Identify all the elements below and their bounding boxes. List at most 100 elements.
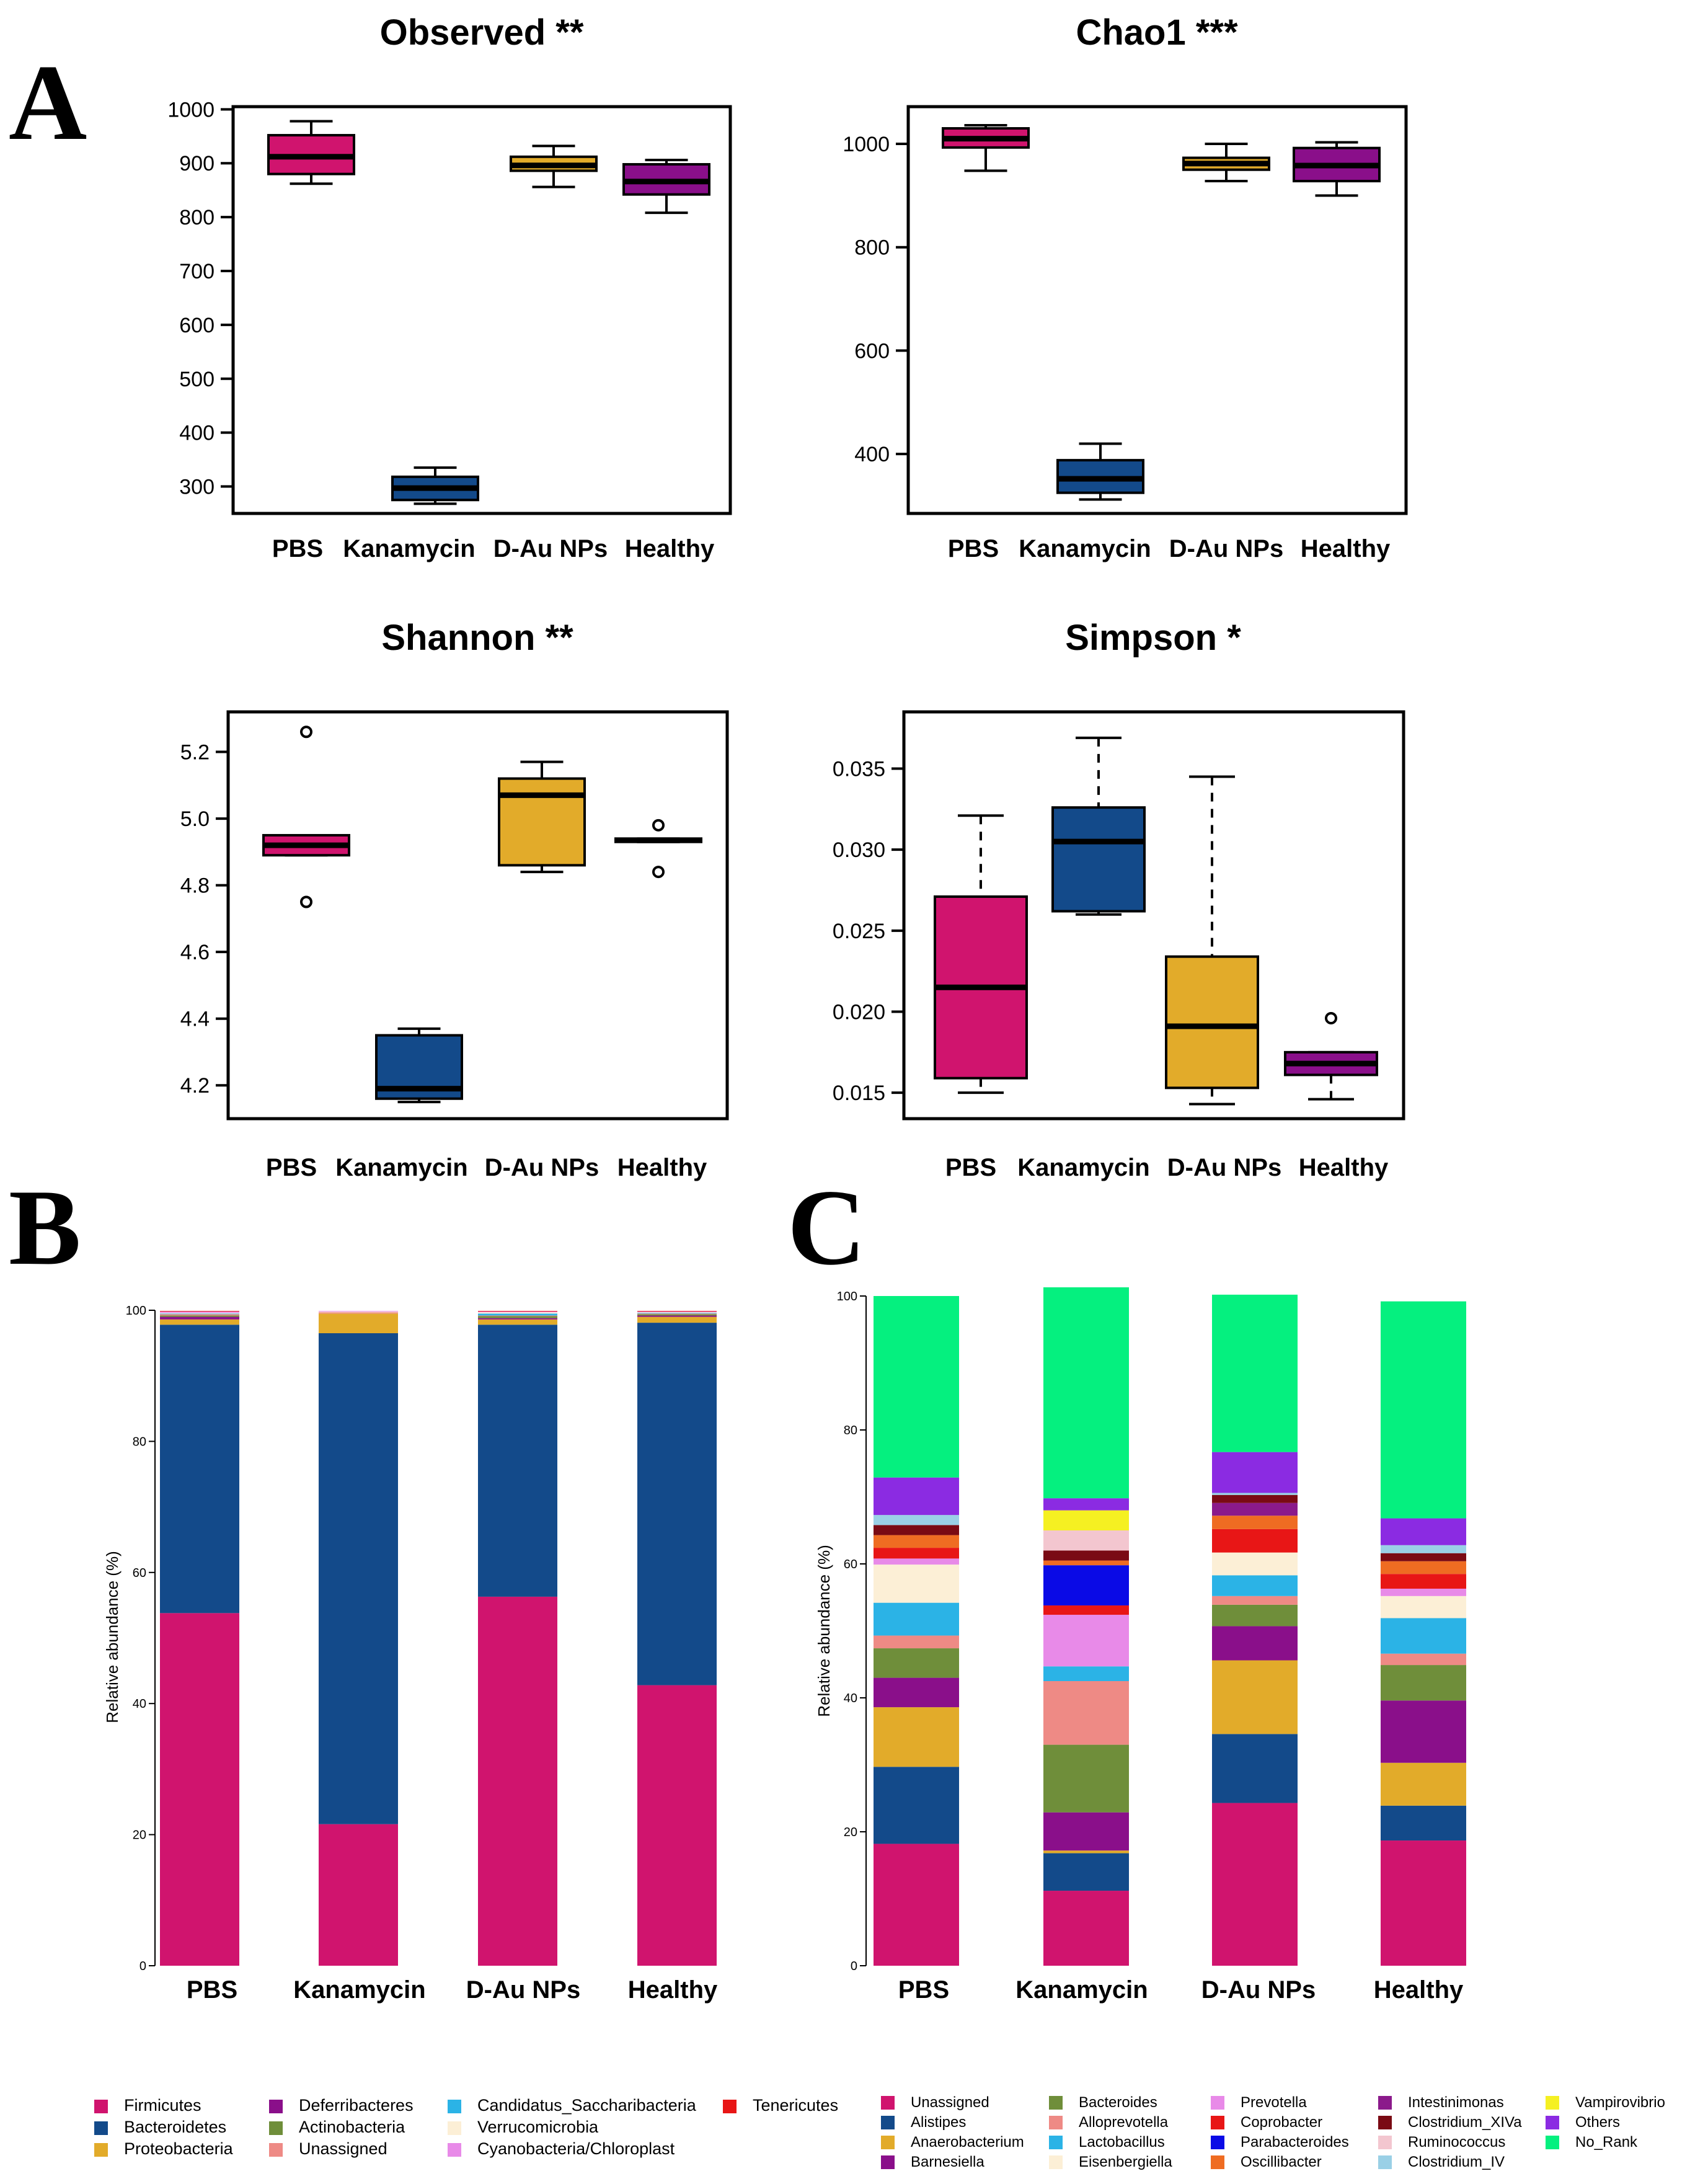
observed-ytick-label: 400 — [179, 422, 215, 445]
genus-legend-swatch — [1546, 2116, 1559, 2129]
shannon-ytick-label: 4.8 — [180, 874, 210, 898]
genus-bar-segment — [1381, 1805, 1466, 1841]
observed-ytick-label: 1000 — [167, 98, 215, 122]
genus-bar-segment — [1212, 1626, 1298, 1661]
shannon-title: Shannon ** — [381, 618, 573, 658]
chao1-group-label: PBS — [948, 535, 999, 562]
observed-group-label: D-Au NPs — [493, 535, 608, 562]
simpson-title: Simpson * — [1065, 618, 1241, 658]
genus-bar-segment — [1212, 1452, 1298, 1493]
genus-ytick-label: 80 — [844, 1424, 857, 1437]
phylum-bar-segment — [637, 1316, 717, 1323]
genus-bar-segment — [1381, 1840, 1466, 1966]
phylum-bar-segment — [478, 1596, 557, 1966]
genus-legend-label: Alloprevotella — [1079, 2114, 1169, 2131]
genus-bar-segment — [1212, 1503, 1298, 1516]
genus-category-label: D-Au NPs — [1201, 1976, 1316, 2004]
phylum-bar-segment — [319, 1312, 398, 1314]
chao1-group-label: Kanamycin — [1019, 535, 1151, 562]
genus-bar-segment — [1043, 1853, 1129, 1891]
phylum-legend-label: Tenericutes — [753, 2096, 838, 2115]
genus-bar-segment — [1212, 1516, 1298, 1529]
simpson-outlier — [1325, 1011, 1337, 1024]
genus-legend-label: Prevotella — [1241, 2094, 1307, 2111]
chao1-ytick-label: 800 — [854, 236, 890, 260]
genus-legend-swatch — [881, 2155, 895, 2169]
genus-category-label: Kanamycin — [1015, 1976, 1148, 2004]
genus-legend-swatch — [1211, 2116, 1224, 2129]
phylum-bar-segment — [160, 1313, 239, 1315]
genus-bar-segment — [1212, 1596, 1298, 1605]
shannon-group-label: PBS — [266, 1154, 317, 1181]
genus-bar-segment — [874, 1525, 959, 1535]
phylum-legend-swatch — [269, 2121, 283, 2135]
shannon-outlier — [652, 866, 665, 879]
genus-bar-segment — [1212, 1494, 1298, 1503]
phylum-bar-segment — [478, 1325, 557, 1597]
genus-legend-swatch — [1546, 2136, 1559, 2149]
genus-bar-segment — [874, 1548, 959, 1559]
observed-ytick-label: 500 — [179, 368, 215, 391]
genus-bar-segment — [1212, 1660, 1298, 1734]
genus-legend-label: Parabacteroides — [1241, 2134, 1349, 2151]
genus-bar-segment — [1212, 1493, 1298, 1495]
genus-bar-segment — [1381, 1665, 1466, 1701]
phylum-legend-swatch — [723, 2100, 737, 2113]
phylum-bar-segment — [637, 1313, 717, 1315]
phylum-legend-swatch — [94, 2143, 108, 2157]
genus-bar-segment — [1212, 1552, 1298, 1576]
phylum-category-label: Kanamycin — [293, 1976, 425, 2004]
genus-bar-segment — [874, 1677, 959, 1708]
genus-bar-segment — [874, 1635, 959, 1649]
genus-bar-segment — [1043, 1530, 1129, 1551]
genus-bar-segment — [874, 1648, 959, 1678]
phylum-legend-swatch — [94, 2100, 108, 2113]
simpson-ytick-label: 0.035 — [833, 757, 885, 781]
genus-legend-swatch — [881, 2096, 895, 2110]
genus-bar-segment — [1043, 1615, 1129, 1667]
phylum-bar-segment — [160, 1315, 239, 1317]
genus-legend-label: Lactobacillus — [1079, 2134, 1165, 2151]
genus-category-label: PBS — [898, 1976, 949, 2004]
chao1-plot-frame — [906, 105, 1408, 515]
genus-bar-segment — [1212, 1529, 1298, 1553]
phylum-ytick-label: 60 — [133, 1566, 146, 1580]
shannon-ytick-label: 4.6 — [180, 941, 210, 964]
genus-y-axis-label: Relative abundance (%) — [815, 1545, 833, 1717]
observed-group-label: Healthy — [625, 535, 715, 562]
phylum-category-label: Healthy — [628, 1976, 718, 2004]
panel-letter-a: A — [9, 42, 87, 162]
genus-legend-label: Eisenbergiella — [1079, 2154, 1172, 2170]
chao1-title: Chao1 *** — [1076, 12, 1238, 53]
genus-bar-segment — [874, 1535, 959, 1548]
phylum-legend-swatch — [269, 2100, 283, 2113]
genus-legend-label: Barnesiella — [911, 2154, 984, 2170]
genus-bar-segment — [1043, 1850, 1129, 1853]
phylum-bar-segment — [478, 1319, 557, 1325]
phylum-bar-segment — [478, 1315, 557, 1316]
phylum-bar-segment — [637, 1315, 717, 1317]
simpson-ytick-label: 0.020 — [833, 1001, 885, 1024]
genus-bar-segment — [1043, 1550, 1129, 1561]
phylum-legend-label: Unassigned — [299, 2139, 387, 2158]
genus-legend-swatch — [1378, 2116, 1392, 2129]
genus-legend-label: Bacteroides — [1079, 2094, 1157, 2111]
simpson-plot-frame — [902, 710, 1405, 1121]
genus-legend-label: Clostridium_XIVa — [1408, 2114, 1522, 2131]
phylum-legend-label: Firmicutes — [124, 2096, 201, 2115]
shannon-ytick-label: 4.4 — [180, 1008, 210, 1031]
observed-group-label: Kanamycin — [343, 535, 475, 562]
genus-bar-segment — [1212, 1734, 1298, 1803]
phylum-category-label: PBS — [187, 1976, 237, 2004]
chao1-ytick-label: 600 — [854, 339, 890, 363]
genus-legend-swatch — [881, 2116, 895, 2129]
phylum-legend-swatch — [448, 2143, 461, 2157]
genus-bar-segment — [1381, 1588, 1466, 1596]
simpson-ytick-label: 0.025 — [833, 920, 885, 943]
genus-bar-segment — [1381, 1574, 1466, 1589]
genus-bar-segment — [1381, 1301, 1466, 1519]
genus-bar-segment — [1043, 1666, 1129, 1681]
simpson-group-label: PBS — [945, 1154, 996, 1181]
panel-letter-b: B — [9, 1167, 81, 1287]
shannon-outlier — [300, 726, 312, 739]
